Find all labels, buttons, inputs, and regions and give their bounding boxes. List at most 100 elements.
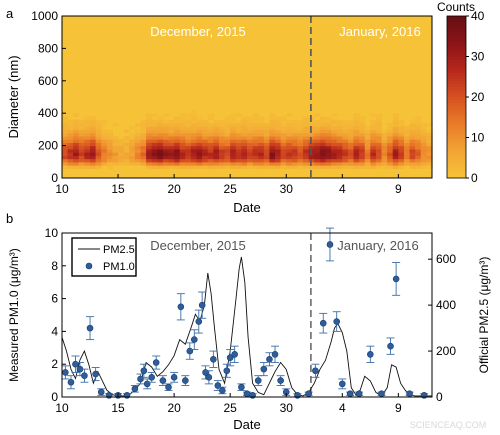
heatmap-cell — [95, 142, 102, 147]
heatmap-cell — [375, 152, 383, 156]
pm10-point — [226, 348, 235, 367]
colorbar-segment — [447, 26, 466, 30]
heatmap-cell — [241, 116, 248, 121]
heatmap-cell — [353, 158, 360, 163]
pm10-point — [80, 368, 89, 383]
heatmap-cell — [359, 116, 366, 121]
heatmap-cell — [314, 135, 321, 140]
heatmap-cell — [224, 145, 231, 150]
heatmap-cell — [342, 135, 349, 140]
heatmap-cell — [162, 113, 170, 118]
heatmap-cell — [319, 158, 327, 163]
heatmap-cell — [269, 148, 276, 153]
heatmap-cell — [415, 129, 422, 134]
heatmap-cell — [224, 129, 231, 134]
heatmap-cell — [202, 126, 209, 130]
heatmap-cell — [134, 158, 142, 163]
heatmap-cell — [174, 148, 181, 153]
heatmap-cell — [202, 158, 209, 163]
right-y-tick-label: 0 — [436, 390, 443, 404]
colorbar-segment — [447, 148, 466, 152]
heatmap-cell — [218, 126, 226, 130]
heatmap-cell — [420, 145, 427, 150]
heatmap-cell — [162, 119, 170, 124]
heatmap-cell — [62, 119, 69, 124]
colorbar-segment — [447, 45, 466, 49]
heatmap-cell — [146, 126, 153, 130]
heatmap-cell — [375, 126, 383, 130]
heatmap-cell — [314, 152, 321, 156]
heatmap-cell — [118, 158, 125, 163]
heatmap-cell — [426, 152, 433, 156]
heatmap-cell — [247, 158, 254, 163]
heatmap-cell — [403, 126, 411, 130]
heatmap-cell — [73, 158, 80, 163]
heatmap-cell — [319, 122, 327, 127]
heatmap-cell — [190, 152, 198, 156]
x-tick-label: 30 — [280, 401, 294, 415]
heatmap-cell — [157, 116, 164, 121]
heatmap-cell — [123, 152, 130, 156]
heatmap-cell — [275, 129, 282, 134]
heatmap-cell — [190, 155, 198, 160]
heatmap-cell — [387, 155, 394, 160]
heatmap-cell — [151, 142, 158, 147]
heatmap-cell — [207, 122, 214, 127]
pm10-point — [259, 362, 268, 377]
heatmap-cell — [353, 152, 360, 156]
heatmap-cell — [415, 145, 422, 150]
heatmap-cell — [129, 152, 136, 156]
heatmap-cell — [146, 148, 153, 153]
heatmap-cell — [78, 139, 86, 143]
heatmap-cell — [190, 135, 198, 140]
left-y-tick-label: 0 — [51, 390, 58, 404]
heatmap-cell — [190, 145, 198, 150]
heatmap-cell — [151, 139, 158, 143]
heatmap-cell — [140, 135, 147, 140]
pm10-point — [176, 293, 185, 321]
heatmap-cell — [157, 122, 164, 127]
heatmap-cell — [140, 126, 147, 130]
heatmap-cell — [90, 158, 97, 163]
heatmap-cell — [342, 152, 349, 156]
pm10-marker — [152, 359, 160, 366]
heatmap-cell — [112, 158, 119, 163]
heatmap-cell — [168, 155, 175, 160]
heatmap-cell — [364, 142, 371, 147]
heatmap-cell — [258, 158, 265, 163]
heatmap-cell — [375, 122, 383, 127]
heatmap-cell — [78, 158, 86, 163]
heatmap-cell — [263, 158, 271, 163]
left-y-axis-label: Measured PM1.0 (μg/m³) — [7, 248, 21, 382]
heatmap-cell — [196, 148, 203, 153]
heatmap-cell — [398, 158, 405, 163]
heatmap-cell — [303, 155, 310, 160]
heatmap-cell — [95, 152, 102, 156]
colorbar-segment — [447, 16, 466, 20]
heatmap-cell — [62, 148, 69, 153]
heatmap-cell — [303, 132, 310, 137]
heatmap-cell — [420, 139, 427, 143]
heatmap-cell — [73, 148, 80, 153]
heatmap-cell — [241, 119, 248, 124]
heatmap-cell — [67, 152, 74, 156]
heatmap-cell — [95, 132, 102, 137]
heatmap-cell — [202, 155, 209, 160]
heatmap-cell — [179, 116, 186, 121]
heatmap-cell — [342, 119, 349, 124]
heatmap-cell — [207, 155, 214, 160]
heatmap-cell — [263, 161, 271, 166]
heatmap-cell — [67, 155, 74, 160]
annotation-december: December, 2015 — [150, 24, 245, 39]
heatmap-cell — [403, 142, 411, 147]
pm10-marker — [182, 377, 189, 384]
heatmap-cell — [134, 122, 142, 127]
heatmap-cell — [241, 148, 248, 153]
heatmap-cell — [207, 126, 214, 130]
heatmap-cell — [140, 152, 147, 156]
heatmap-cell — [123, 155, 130, 160]
heatmap-cell — [90, 142, 97, 147]
heatmap-cell — [347, 148, 355, 153]
heatmap-cell — [280, 145, 287, 150]
heatmap-cell — [375, 135, 383, 140]
